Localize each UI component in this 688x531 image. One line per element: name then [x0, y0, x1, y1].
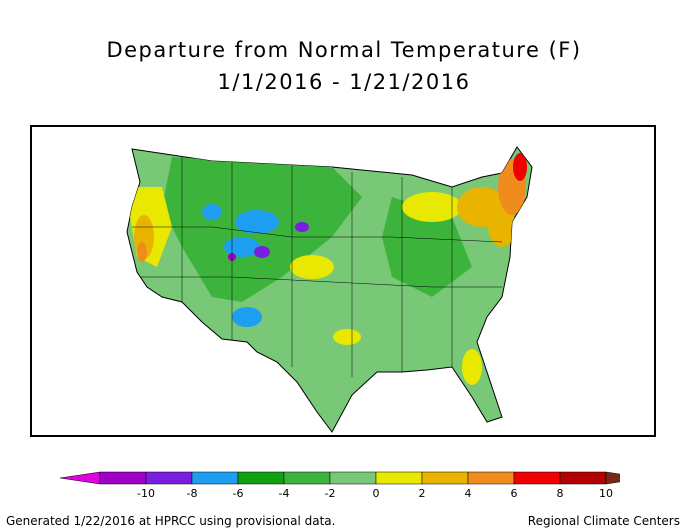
legend-tick-label: -2 — [324, 487, 336, 500]
legend-swatch — [191, 471, 239, 485]
legend-swatch — [513, 471, 561, 485]
source-credit: Regional Climate Centers — [527, 514, 680, 528]
legend-swatch — [283, 471, 331, 485]
legend-tick-label: -4 — [278, 487, 290, 500]
legend-arrow-low — [60, 471, 101, 485]
legend-tick-label: -8 — [186, 487, 198, 500]
legend-swatch — [467, 471, 515, 485]
legend-tick-label: 10 — [599, 487, 613, 500]
legend-tick-label: 6 — [510, 487, 518, 500]
legend-swatch — [237, 471, 285, 485]
color-legend — [60, 471, 620, 485]
legend-tick-label: 2 — [418, 487, 426, 500]
legend-tick-label: 4 — [464, 487, 472, 500]
legend-tick-label: 8 — [556, 487, 564, 500]
legend-arrow-high — [605, 471, 620, 485]
legend-tick-label: -6 — [232, 487, 244, 500]
legend-tick-label: -10 — [137, 487, 155, 500]
date-range: 1/1/2016 - 1/21/2016 — [217, 70, 471, 94]
state-boundaries — [127, 147, 503, 377]
legend-swatch — [375, 471, 423, 485]
legend-swatch — [421, 471, 469, 485]
generation-note: Generated 1/22/2016 at HPRCC using provi… — [6, 514, 336, 528]
map-frame — [30, 125, 656, 437]
legend-swatch — [99, 471, 147, 485]
anomaly-patches — [130, 153, 527, 385]
legend-swatch — [329, 471, 377, 485]
legend-swatch — [559, 471, 607, 485]
legend-swatch — [145, 471, 193, 485]
legend-tick-label: 0 — [372, 487, 380, 500]
us-temperature-map — [126, 146, 533, 433]
chart-title: Departure from Normal Temperature (F) — [106, 38, 582, 62]
